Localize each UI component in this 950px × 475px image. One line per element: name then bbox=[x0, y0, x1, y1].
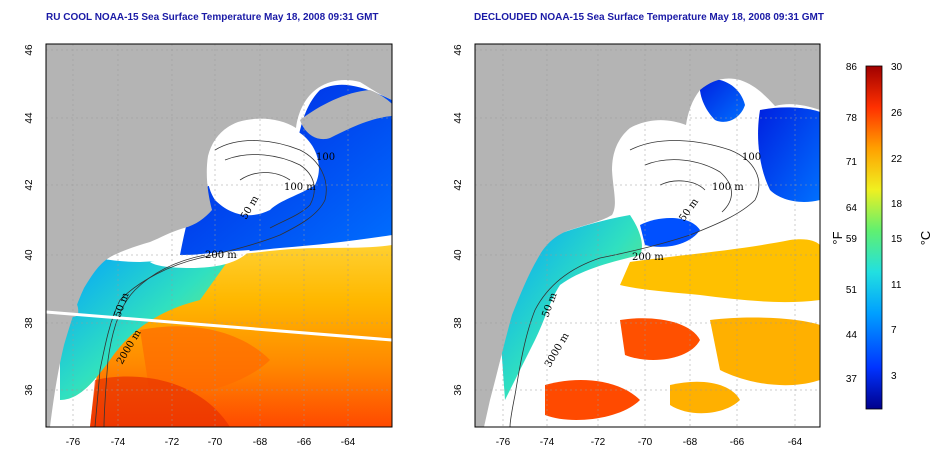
left-cloud-mask bbox=[207, 125, 319, 216]
left-warm-core bbox=[140, 326, 270, 396]
left-map-frame bbox=[45, 43, 393, 428]
left-x-tick: -70 bbox=[208, 437, 223, 448]
right-y-tick: 42 bbox=[453, 179, 464, 191]
left-y-tick: 46 bbox=[24, 44, 35, 56]
right-contour-label-100: 100 bbox=[742, 152, 761, 163]
colorbar-fahrenheit-ticks: 86 78 71 64 59 51 44 37 bbox=[846, 62, 858, 385]
right-cold-band bbox=[640, 218, 700, 247]
celsius-tick: 3 bbox=[891, 371, 897, 382]
right-contour-label-200m: 200 m bbox=[632, 252, 664, 263]
left-y-tick: 38 bbox=[24, 317, 35, 329]
colorbar-celsius-ticks: 30 26 22 18 15 11 7 3 bbox=[891, 62, 903, 382]
right-x-axis: -76 -74 -72 -70 -68 -66 -64 bbox=[496, 437, 803, 448]
temperature-colorbar: 86 78 71 64 59 51 44 37 30 26 22 18 15 1… bbox=[830, 62, 933, 410]
right-x-tick: -74 bbox=[540, 437, 555, 448]
right-cold-water bbox=[699, 78, 745, 122]
left-x-tick: -64 bbox=[341, 437, 356, 448]
left-land-bay bbox=[60, 298, 79, 317]
right-x-tick: -72 bbox=[591, 437, 606, 448]
left-land bbox=[46, 44, 392, 427]
colorbar-gradient bbox=[865, 65, 883, 410]
right-bathymetry-contours bbox=[509, 140, 760, 427]
left-y-axis: 46 44 42 40 38 36 bbox=[24, 44, 35, 396]
fahrenheit-tick: 71 bbox=[846, 157, 858, 168]
right-land bbox=[475, 44, 820, 427]
fahrenheit-tick: 86 bbox=[846, 62, 858, 73]
right-graticule bbox=[475, 44, 820, 427]
fahrenheit-tick: 44 bbox=[846, 330, 858, 341]
fahrenheit-tick: 64 bbox=[846, 203, 858, 214]
right-map-frame bbox=[474, 43, 821, 428]
left-map-panel: 100 100 m 50 m 200 m 50 m 2000 m -76 -74… bbox=[24, 43, 393, 448]
right-warm-patch bbox=[670, 381, 740, 414]
left-x-axis: -76 -74 -72 -70 -68 -66 -64 bbox=[66, 437, 356, 448]
right-contour-label-100m: 100 m bbox=[712, 182, 744, 193]
right-y-tick: 38 bbox=[453, 317, 464, 329]
fahrenheit-tick: 59 bbox=[846, 234, 858, 245]
right-warm-core bbox=[620, 318, 700, 360]
celsius-tick: 26 bbox=[891, 108, 903, 119]
celsius-tick: 30 bbox=[891, 62, 903, 73]
right-x-tick: -68 bbox=[683, 437, 698, 448]
fahrenheit-tick: 78 bbox=[846, 113, 858, 124]
fahrenheit-tick: 51 bbox=[846, 285, 858, 296]
fahrenheit-tick: 37 bbox=[846, 374, 858, 385]
left-x-tick: -74 bbox=[111, 437, 126, 448]
right-cold-water-east bbox=[758, 107, 820, 202]
celsius-tick: 7 bbox=[891, 325, 897, 336]
left-swath-line bbox=[45, 310, 393, 342]
right-y-axis: 46 44 42 40 38 36 bbox=[453, 44, 464, 396]
right-warm-mid bbox=[710, 317, 820, 386]
celsius-tick: 22 bbox=[891, 154, 903, 165]
left-x-tick: -72 bbox=[165, 437, 180, 448]
celsius-unit-label: °C bbox=[918, 231, 933, 246]
left-bathymetry-contours bbox=[94, 140, 327, 427]
right-y-tick: 36 bbox=[453, 384, 464, 396]
right-x-tick: -64 bbox=[788, 437, 803, 448]
left-hot-core bbox=[90, 376, 230, 427]
left-contour-label-100m: 100 m bbox=[284, 182, 316, 193]
right-panel-title: DECLOUDED NOAA-15 Sea Surface Temperatur… bbox=[474, 12, 824, 23]
left-x-tick: -68 bbox=[253, 437, 268, 448]
left-y-tick: 40 bbox=[24, 249, 35, 261]
celsius-tick: 18 bbox=[891, 199, 903, 210]
right-x-tick: -70 bbox=[638, 437, 653, 448]
right-y-tick: 46 bbox=[453, 44, 464, 56]
left-contour-label-200m: 200 m bbox=[205, 250, 237, 261]
left-y-tick: 44 bbox=[24, 112, 35, 124]
right-map-panel: 100 100 m 50 m 200 m 50 m 3000 m -76 -74… bbox=[453, 43, 821, 448]
left-land-nova-scotia bbox=[300, 90, 392, 140]
left-shelf-water bbox=[60, 250, 230, 400]
left-y-tick: 36 bbox=[24, 384, 35, 396]
right-y-tick: 40 bbox=[453, 249, 464, 261]
right-y-tick: 44 bbox=[453, 112, 464, 124]
celsius-tick: 11 bbox=[891, 280, 902, 291]
right-x-tick: -76 bbox=[496, 437, 511, 448]
left-graticule bbox=[46, 44, 392, 427]
right-x-tick: -66 bbox=[730, 437, 745, 448]
left-panel-title: RU COOL NOAA-15 Sea Surface Temperature … bbox=[46, 12, 379, 23]
left-x-tick: -76 bbox=[66, 437, 81, 448]
fahrenheit-unit-label: °F bbox=[830, 231, 845, 244]
left-contour-label-100: 100 bbox=[316, 152, 335, 163]
left-x-tick: -66 bbox=[297, 437, 312, 448]
left-y-tick: 42 bbox=[24, 179, 35, 191]
celsius-tick: 15 bbox=[891, 234, 903, 245]
